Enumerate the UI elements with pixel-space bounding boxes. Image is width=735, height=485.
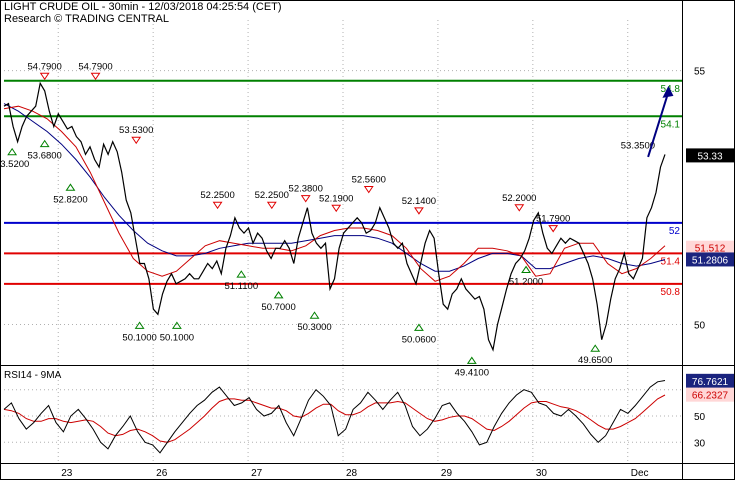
swing-high-label: 52.2500 xyxy=(200,190,234,201)
swing-high-label: 54.7900 xyxy=(28,61,62,72)
swing-low-label: 49.6500 xyxy=(578,355,612,366)
swing-low-label: 50.7000 xyxy=(261,302,295,313)
x-tick-label: 27 xyxy=(251,468,263,479)
price-line xyxy=(3,81,666,352)
swing-low-label: 53.6800 xyxy=(28,151,62,162)
target-label: 53.3500 xyxy=(621,140,655,151)
swing-low-marker xyxy=(273,291,284,299)
swing-low-marker xyxy=(134,321,145,329)
swing-high-marker xyxy=(363,185,374,194)
swing-high-marker xyxy=(548,225,559,233)
swing-high-marker xyxy=(514,204,525,212)
rsi-value-badge-bg xyxy=(686,373,734,388)
x-tick-label: 26 xyxy=(156,468,168,479)
swing-low-label: 51.2000 xyxy=(509,277,543,288)
x-tick-label: Dec xyxy=(631,468,649,479)
research-credit: Research © TRADING CENTRAL xyxy=(4,13,169,25)
x-tick-label: 23 xyxy=(61,468,73,479)
swing-high-marker xyxy=(212,201,223,210)
swing-low-label: 50.1000 xyxy=(122,332,156,343)
ma-slow-line xyxy=(3,103,666,272)
swing-low-marker xyxy=(521,265,531,274)
x-tick-label: 30 xyxy=(536,468,548,479)
rsi-tick-label: 30 xyxy=(694,438,706,449)
swing-high-marker xyxy=(266,201,277,210)
x-tick-label: 28 xyxy=(346,468,358,479)
swing-high-label: 52.5600 xyxy=(352,174,386,185)
ma-slow-badge: 51.2806 xyxy=(692,255,729,266)
swing-low-marker xyxy=(65,183,76,191)
swing-high-marker xyxy=(300,195,311,203)
swing-high-label: 52.2500 xyxy=(255,190,289,201)
swing-low-marker xyxy=(309,311,320,319)
ma-fast-badge: 51.512 xyxy=(695,244,726,255)
swing-low-label: 50.3000 xyxy=(297,322,331,333)
level-label-resistance: 54.8 xyxy=(661,84,681,95)
swing-low-marker xyxy=(7,147,18,156)
swing-low-label: 53.5200 xyxy=(0,159,29,170)
level-label-pivot: 52 xyxy=(669,226,681,237)
swing-low-marker xyxy=(414,323,424,331)
swing-high-label: 54.7900 xyxy=(78,61,112,72)
swing-high-label: 51.7900 xyxy=(536,214,570,225)
swing-low-label: 49.4100 xyxy=(455,367,489,378)
last-price-badge: 53.33 xyxy=(697,151,722,162)
rsi-line xyxy=(3,380,666,454)
swing-high-marker xyxy=(131,136,142,145)
rsi-ma-badge: 66.2327 xyxy=(692,391,729,402)
ma-slow-badge-bg xyxy=(686,252,734,267)
rsi-ma-badge-bg xyxy=(686,387,734,402)
x-tick-label: 29 xyxy=(441,468,453,479)
swing-high-marker xyxy=(39,72,50,81)
swing-low-label: 51.1100 xyxy=(224,281,258,292)
swing-high-label: 52.1900 xyxy=(319,193,353,204)
rsi-title: RSI14 - 9MA xyxy=(4,370,62,381)
ma-fast-badge-bg xyxy=(686,240,734,255)
swing-high-marker xyxy=(414,207,424,215)
level-label-support: 51.4 xyxy=(661,256,681,267)
swing-high-label: 53.5300 xyxy=(119,125,153,136)
swing-low-marker xyxy=(171,321,182,329)
swing-low-marker xyxy=(236,270,247,278)
y-tick-label: 50 xyxy=(694,320,706,331)
y-tick-label: 55 xyxy=(694,67,706,78)
last-price-badge-bg xyxy=(686,148,734,163)
rsi-ma-line xyxy=(3,394,666,443)
swing-low-label: 50.0600 xyxy=(402,334,436,345)
projection-arrowhead xyxy=(662,85,674,98)
swing-high-marker xyxy=(331,204,342,213)
level-label-support: 50.8 xyxy=(661,287,681,298)
swing-high-label: 52.1400 xyxy=(402,196,436,207)
ma-fast-line xyxy=(3,105,666,282)
level-label-resistance: 54.1 xyxy=(661,119,681,130)
swing-low-marker xyxy=(39,139,50,148)
swing-high-label: 52.2000 xyxy=(502,193,536,204)
rsi-tick-label: 50 xyxy=(694,412,706,423)
swing-high-label: 52.3800 xyxy=(289,184,323,195)
swing-low-label: 52.8200 xyxy=(53,194,87,205)
swing-high-marker xyxy=(90,72,101,81)
swing-low-marker xyxy=(466,356,477,364)
chart-title: LIGHT CRUDE OIL - 30min - 12/03/2018 04:… xyxy=(4,1,282,13)
swing-low-marker xyxy=(590,344,601,352)
rsi-value-badge: 76.7621 xyxy=(692,377,729,388)
swing-low-label: 50.1000 xyxy=(160,332,194,343)
projection-arrow xyxy=(647,91,670,158)
